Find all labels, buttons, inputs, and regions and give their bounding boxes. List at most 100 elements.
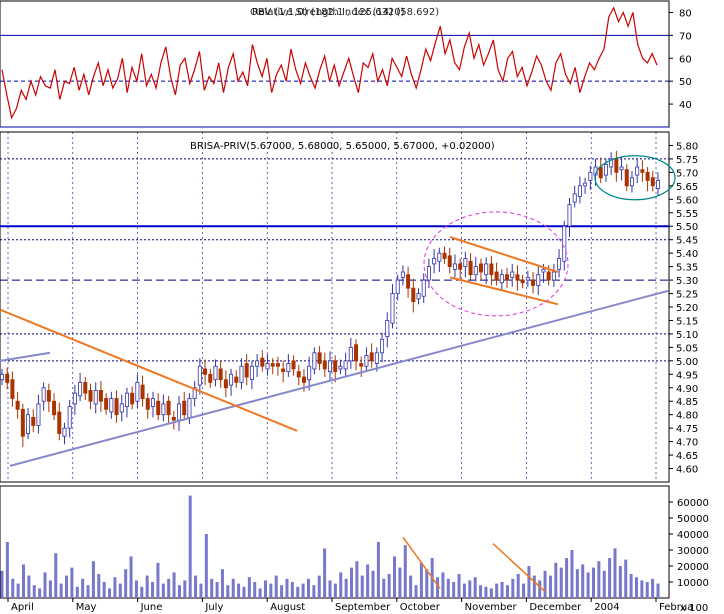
price-candle-body [104, 398, 109, 410]
volume-bar [645, 582, 649, 598]
price-candle-body [166, 400, 171, 416]
volume-bar [172, 572, 176, 598]
volume-bar [48, 580, 52, 598]
volume-bar [500, 582, 504, 598]
volume-bar [559, 567, 563, 598]
price-candle-body [656, 180, 661, 189]
volume-bar [323, 548, 327, 598]
price-candle-body [510, 271, 515, 278]
volume-bar [38, 588, 42, 598]
volume-bar [306, 578, 310, 598]
price-y-tick-label: 5.70 [676, 168, 698, 179]
price-candle-body [140, 384, 145, 399]
volume-bar [274, 575, 278, 598]
price-candle-body [588, 171, 593, 181]
price-layer [0, 132, 676, 482]
price-candle-body [416, 293, 421, 300]
price-panel-frame [0, 131, 670, 483]
x-tick-label: May [76, 602, 97, 613]
volume-bar [484, 586, 488, 598]
volume-trend-line [492, 543, 546, 593]
volume-bar [81, 578, 85, 598]
price-y-tick-label: 4.95 [676, 370, 698, 381]
volume-bar [538, 580, 542, 598]
volume-bar [280, 585, 284, 598]
price-candle-body [525, 276, 530, 281]
price-candle-body [317, 352, 322, 364]
volume-bar [398, 567, 402, 598]
volume-bar [183, 580, 187, 598]
price-candle-body [249, 365, 254, 381]
volume-bar [145, 575, 149, 598]
price-candle-body [218, 368, 223, 381]
price-candle-body [364, 355, 369, 367]
volume-panel-frame [0, 485, 670, 599]
price-y-tick-label: 5.45 [676, 236, 698, 247]
price-candle-body [296, 371, 301, 378]
volume-bar [462, 583, 466, 598]
price-y-tick-label: 4.90 [676, 384, 698, 395]
volume-y-tick-label: 30000 [677, 546, 709, 557]
price-candle-body [333, 360, 338, 373]
price-candle-body [20, 408, 25, 437]
price-candle-body [452, 263, 457, 270]
price-y-tick-label: 5.80 [676, 141, 698, 152]
volume-bar [215, 582, 219, 598]
price-candle-body [494, 271, 499, 281]
volume-bar [608, 558, 612, 598]
rsi-title: Relative Strength Index (14) (58.692) [252, 7, 439, 18]
volume-bar [452, 582, 456, 598]
volume-bar [161, 583, 165, 598]
price-candle-body [182, 400, 187, 416]
price-candle-body [489, 263, 494, 276]
rsi-y-tick-label: 80 [679, 8, 692, 19]
price-candle-body [374, 352, 379, 364]
volume-bar [204, 534, 208, 598]
price-candle-body [46, 390, 51, 402]
price-candle-body [36, 403, 41, 426]
volume-bar [618, 566, 622, 598]
rsi-overlay-title: OBV (1,1,0) (182.1 , 125.6320) [250, 7, 405, 18]
price-candle-body [57, 411, 62, 434]
price-candle-body [354, 344, 359, 362]
x-tick-label: April [11, 602, 34, 613]
volume-bar [393, 556, 397, 598]
price-candle-body [171, 416, 176, 421]
price-candle-body [343, 360, 348, 370]
x-tick-label: August [270, 602, 305, 613]
price-candle-body [67, 406, 72, 429]
price-candle-body [609, 158, 614, 168]
volume-bar [479, 585, 483, 598]
price-candle-body [395, 279, 400, 294]
volume-bar [651, 578, 655, 598]
volume-layer [0, 495, 660, 598]
volume-bar [446, 578, 450, 598]
price-candle-body [234, 376, 239, 383]
price-candle-body [26, 414, 31, 434]
volume-bar [296, 586, 300, 598]
volume-bar [290, 582, 294, 598]
volume-bar [118, 583, 122, 598]
volume-bar [151, 582, 155, 598]
volume-bar [333, 583, 337, 598]
price-candle-body [468, 260, 473, 276]
price-candle-body [307, 365, 312, 381]
price-candle-body [156, 400, 161, 416]
price-candle-body [5, 373, 10, 383]
price-candle-body [41, 387, 46, 402]
volume-bar [269, 583, 273, 598]
volume-bar [457, 574, 461, 598]
price-candle-body [536, 274, 541, 286]
price-candle-body [312, 352, 317, 370]
price-candle-body [0, 373, 4, 381]
price-candle-body [270, 363, 275, 367]
x-tick-label: Februa [659, 602, 693, 613]
price-candle-body [114, 398, 119, 416]
price-candle-body [546, 271, 551, 281]
volume-bar [591, 567, 595, 598]
price-candle-body [551, 271, 556, 281]
price-candle-body [598, 166, 603, 179]
price-candle-body [484, 263, 489, 276]
price-candle-body [557, 258, 562, 270]
volume-bar [134, 580, 138, 598]
